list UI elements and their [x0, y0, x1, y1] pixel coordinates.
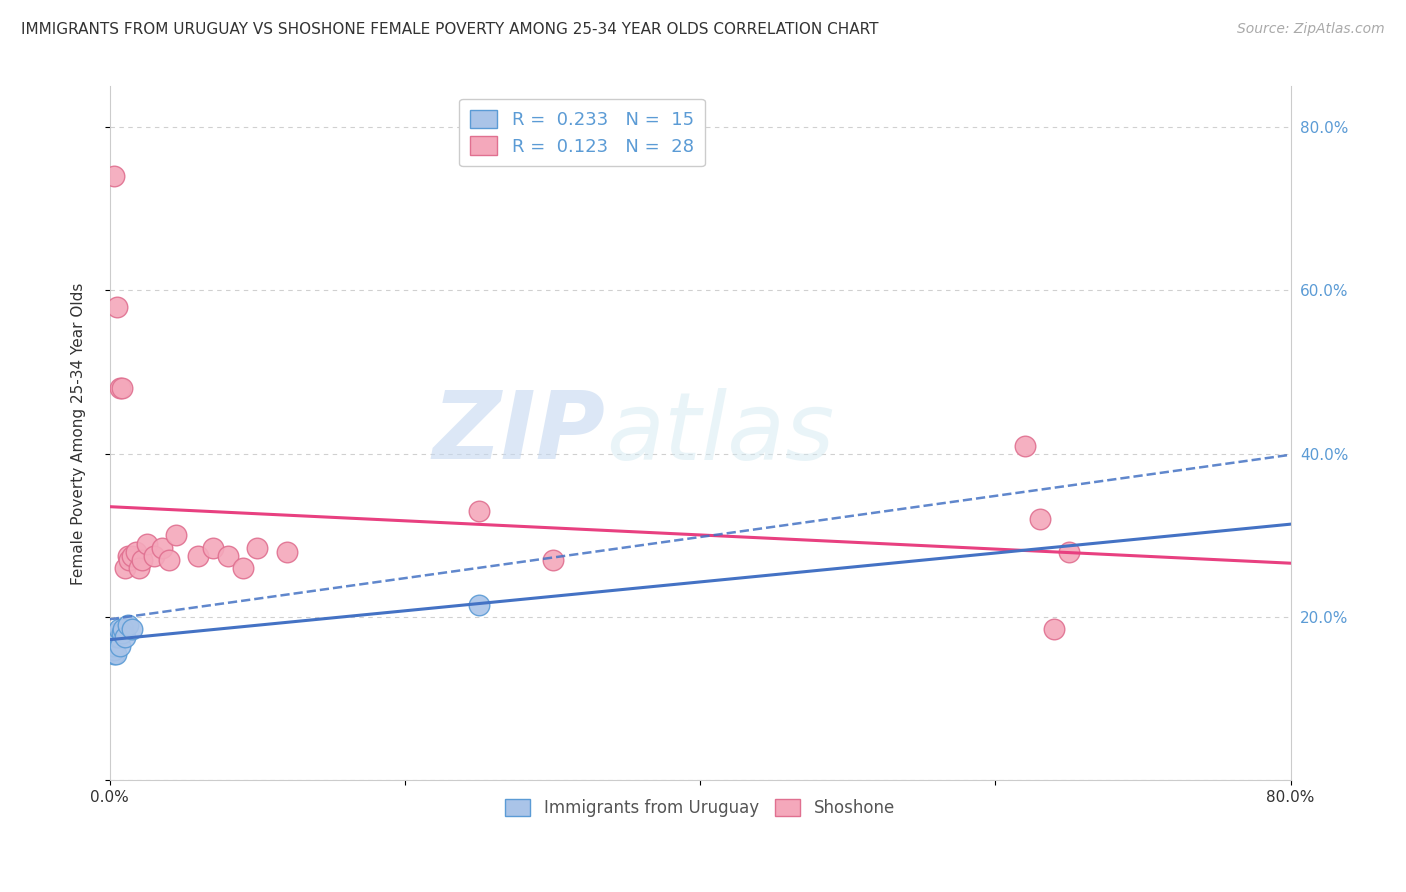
Point	[117, 618, 139, 632]
Point	[105, 300, 128, 314]
Point	[157, 553, 180, 567]
Point	[217, 549, 239, 563]
Point	[114, 631, 136, 645]
Point	[103, 642, 125, 657]
Point	[103, 169, 125, 183]
Point	[114, 561, 136, 575]
Point	[108, 381, 131, 395]
Text: atlas: atlas	[606, 388, 834, 479]
Point	[202, 541, 225, 555]
Point	[111, 381, 134, 395]
Point	[111, 626, 134, 640]
Point	[108, 639, 131, 653]
Point	[232, 561, 254, 575]
Point	[103, 647, 125, 661]
Text: ZIP: ZIP	[433, 387, 606, 479]
Point	[1028, 512, 1050, 526]
Point	[107, 631, 129, 645]
Point	[105, 631, 128, 645]
Point	[541, 553, 564, 567]
Point	[468, 598, 491, 612]
Y-axis label: Female Poverty Among 25-34 Year Olds: Female Poverty Among 25-34 Year Olds	[72, 282, 86, 584]
Point	[131, 553, 153, 567]
Point	[468, 504, 491, 518]
Point	[121, 622, 143, 636]
Point	[118, 553, 141, 567]
Point	[117, 549, 139, 563]
Point	[143, 549, 166, 563]
Point	[128, 561, 150, 575]
Point	[1043, 622, 1066, 636]
Point	[1014, 439, 1036, 453]
Point	[104, 647, 127, 661]
Point	[104, 626, 127, 640]
Point	[103, 639, 125, 653]
Point	[1057, 545, 1080, 559]
Point	[112, 622, 135, 636]
Point	[165, 528, 187, 542]
Point	[121, 549, 143, 563]
Text: Source: ZipAtlas.com: Source: ZipAtlas.com	[1237, 22, 1385, 37]
Point	[276, 545, 298, 559]
Point	[246, 541, 269, 555]
Text: IMMIGRANTS FROM URUGUAY VS SHOSHONE FEMALE POVERTY AMONG 25-34 YEAR OLDS CORRELA: IMMIGRANTS FROM URUGUAY VS SHOSHONE FEMA…	[21, 22, 879, 37]
Point	[135, 536, 157, 550]
Point	[125, 545, 148, 559]
Point	[187, 549, 209, 563]
Legend: Immigrants from Uruguay, Shoshone: Immigrants from Uruguay, Shoshone	[499, 792, 901, 824]
Point	[150, 541, 173, 555]
Point	[107, 622, 129, 636]
